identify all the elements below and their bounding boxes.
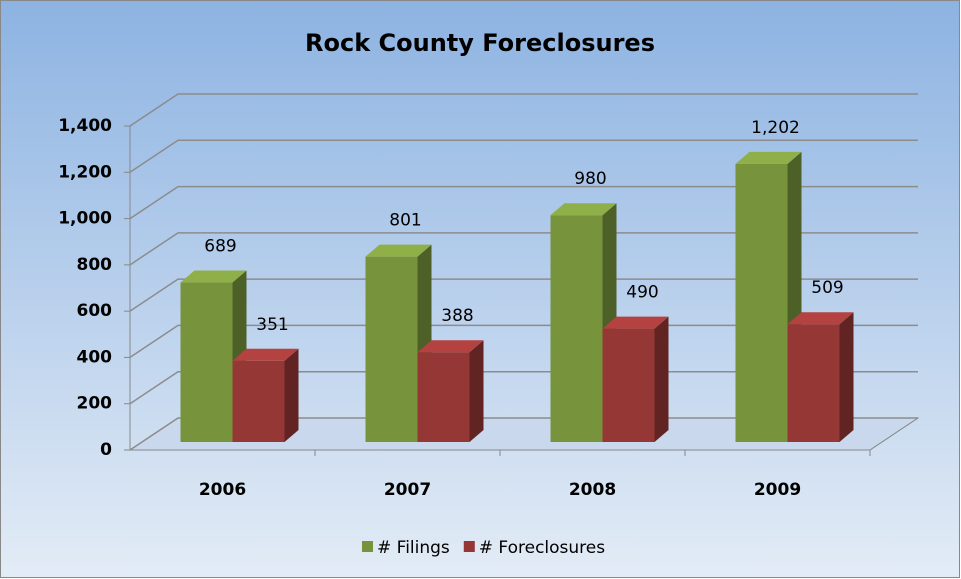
bar-top	[417, 340, 484, 353]
x-tick-label: 2008	[569, 480, 616, 500]
bar-front	[787, 324, 840, 442]
bar-front	[365, 256, 418, 442]
bar-top	[550, 203, 617, 216]
bar-top	[602, 316, 669, 329]
bar-side	[654, 316, 669, 442]
bar-top	[787, 312, 854, 325]
legend-label: # Foreclosures	[479, 538, 605, 558]
bar-top	[735, 151, 802, 164]
grid-line	[129, 278, 918, 312]
legend-label: # Filings	[377, 538, 450, 558]
data-label: 509	[811, 278, 843, 298]
bar-top	[232, 348, 299, 361]
data-label: 980	[574, 169, 606, 189]
bar	[232, 348, 299, 442]
data-label: 801	[389, 211, 421, 231]
bar-front	[232, 360, 285, 442]
grid-line	[129, 417, 918, 451]
bar-front	[180, 282, 233, 442]
grid-line	[129, 370, 918, 405]
y-tick-label: 1,000	[58, 209, 112, 229]
data-label: 1,202	[751, 118, 800, 138]
bar-front	[550, 215, 603, 442]
floor-edge	[869, 417, 919, 451]
y-tick-label: 400	[77, 347, 113, 367]
grid-line	[129, 185, 918, 220]
bar-front	[602, 328, 655, 442]
bar-front	[735, 163, 788, 442]
chart-title: Rock County Foreclosures	[305, 29, 655, 57]
bar-side	[284, 348, 299, 442]
y-tick-label: 1,200	[58, 162, 112, 182]
grid-line	[129, 139, 918, 173]
bar-side	[469, 340, 484, 442]
bar	[180, 270, 247, 442]
y-tick-label: 600	[77, 301, 113, 321]
bar-side	[839, 312, 854, 442]
data-label: 351	[256, 315, 288, 335]
y-tick-label: 0	[100, 440, 112, 460]
x-tick-label: 2006	[199, 480, 246, 500]
bar	[417, 340, 484, 442]
legend-swatch	[463, 541, 475, 552]
grid-line	[129, 232, 918, 266]
bar-top	[365, 244, 432, 257]
x-tick-label: 2007	[384, 480, 431, 500]
grid-line	[129, 93, 918, 127]
bar-front	[417, 352, 470, 442]
x-tick-label: 2009	[754, 480, 801, 500]
y-tick-label: 800	[77, 255, 113, 275]
bar	[602, 316, 669, 442]
data-label: 689	[204, 237, 236, 257]
data-label: 388	[441, 306, 473, 326]
bar	[787, 312, 854, 442]
y-tick-label: 1,400	[58, 116, 112, 136]
bar-top	[180, 270, 247, 283]
data-label: 490	[626, 283, 658, 303]
legend-swatch	[362, 541, 373, 552]
grid-line	[129, 324, 918, 359]
y-tick-label: 200	[77, 394, 113, 414]
